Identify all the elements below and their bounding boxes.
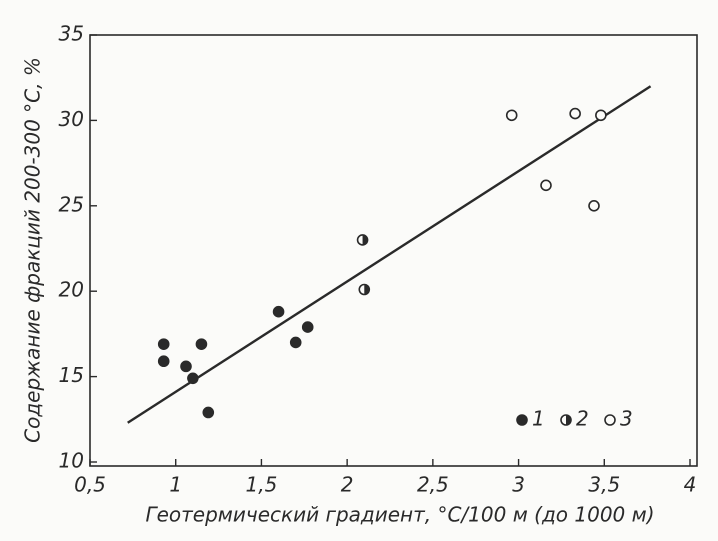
- point: [289, 336, 302, 349]
- y-tick-label: 20: [59, 278, 84, 302]
- point: [588, 200, 600, 212]
- x-tick-label: 2: [341, 473, 354, 497]
- y-tick-label: 35: [59, 22, 84, 46]
- point: [505, 109, 518, 122]
- point: [540, 179, 552, 192]
- point: [157, 355, 170, 368]
- y-tick-label: 15: [59, 363, 84, 387]
- legend-label: 3: [620, 407, 633, 431]
- point: [560, 414, 572, 426]
- y-tick-label: 10: [59, 449, 84, 473]
- point: [595, 109, 607, 122]
- point: [272, 305, 285, 318]
- point: [157, 338, 170, 350]
- y-tick-label: 25: [59, 192, 84, 216]
- point: [187, 372, 199, 385]
- x-tick-label: 3: [512, 473, 525, 497]
- point: [301, 321, 314, 333]
- y-axis-label: Содержание фракций 200-300 °С, %: [21, 57, 45, 443]
- point: [195, 338, 208, 350]
- x-tick-label: 3,5: [588, 473, 620, 497]
- legend-label: 2: [576, 407, 589, 431]
- point: [569, 107, 581, 120]
- point: [516, 414, 528, 426]
- x-tick-label: 0,5: [74, 473, 106, 497]
- point: [358, 283, 371, 296]
- x-tick-label: 4: [684, 473, 697, 497]
- plot-frame: [89, 34, 698, 467]
- trend-line: [127, 85, 652, 424]
- x-tick-label: 1: [169, 473, 182, 497]
- x-tick-label: 1,5: [246, 473, 278, 497]
- legend-label: 1: [532, 407, 545, 431]
- x-axis-label: Геотермический градиент, °С/100 м (до 10…: [145, 503, 654, 527]
- point: [604, 414, 616, 426]
- point: [356, 234, 369, 246]
- point: [202, 406, 215, 419]
- x-tick-label: 2,5: [417, 473, 449, 497]
- point: [180, 360, 192, 373]
- y-tick-label: 30: [59, 107, 84, 131]
